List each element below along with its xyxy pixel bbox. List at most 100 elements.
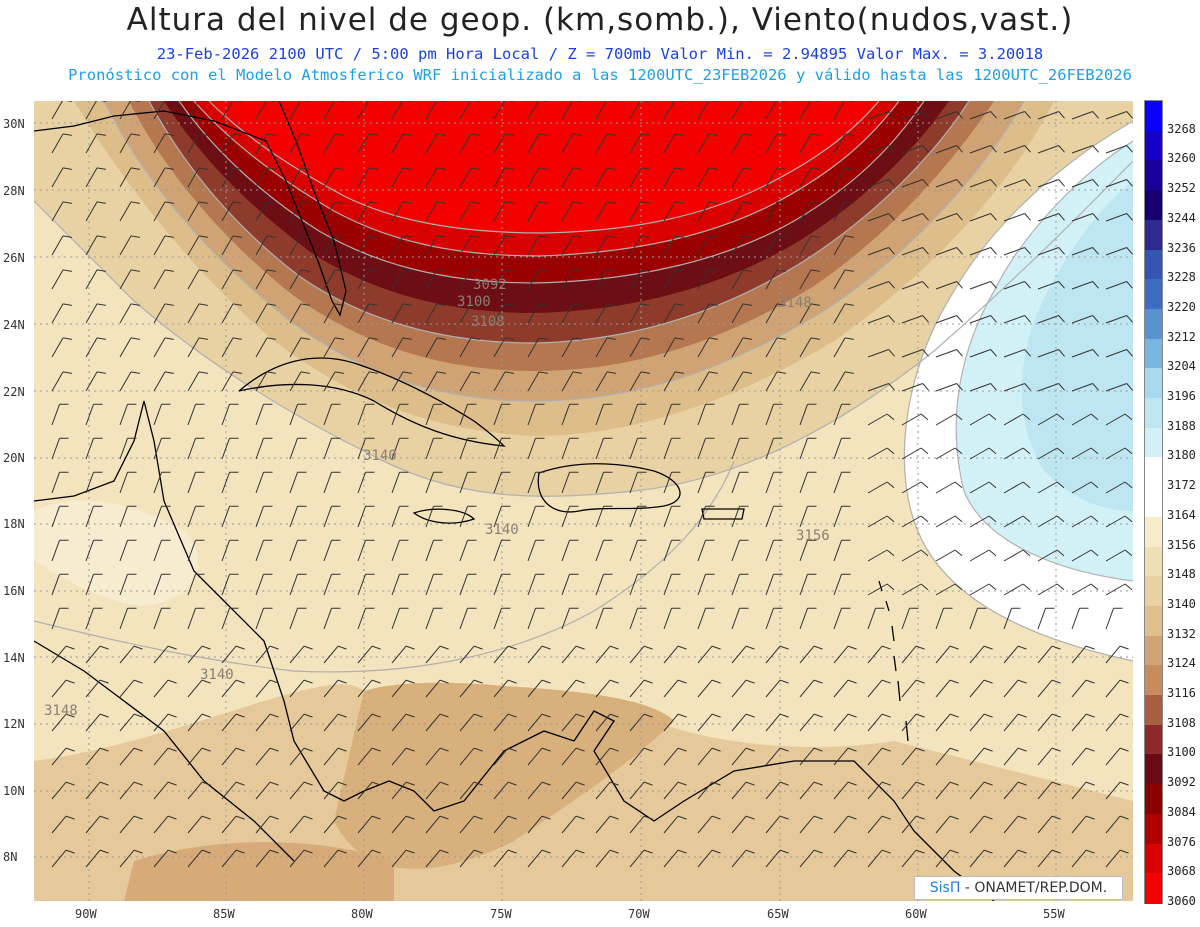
wind-barb-flag xyxy=(439,781,449,786)
wind-barb-shaft xyxy=(765,167,778,188)
wind-barb-flag xyxy=(235,781,245,786)
wind-barb-shaft xyxy=(119,645,135,664)
wind-barb-flag xyxy=(470,167,480,170)
wind-barb-flag xyxy=(813,747,823,752)
wind-barb-shaft xyxy=(1071,781,1087,800)
wind-barb-shaft xyxy=(1071,383,1093,392)
wind-barb-shaft xyxy=(969,713,985,732)
wind-barb-shaft xyxy=(629,781,645,800)
wind-barb-shaft xyxy=(935,281,957,290)
wind-barb-flag xyxy=(844,167,854,170)
wind-barb-flag xyxy=(232,371,242,374)
wind-barb-flag xyxy=(130,371,140,374)
wind-barb-flag xyxy=(674,235,684,238)
wind-barb-flag xyxy=(300,133,310,136)
wind-barb-shaft xyxy=(221,747,237,766)
wind-barb-flag xyxy=(1124,481,1133,489)
wind-barb-shaft xyxy=(85,101,97,120)
wind-barb-shaft xyxy=(153,167,166,188)
wind-barb-shaft xyxy=(391,506,400,528)
wind-barb-flag xyxy=(844,303,854,306)
wind-barb-shaft xyxy=(221,269,234,290)
wind-barb-shaft xyxy=(255,235,268,256)
wind-barb-shaft xyxy=(867,349,889,358)
wind-barb-shaft xyxy=(187,747,203,766)
wind-barb-flag xyxy=(334,371,344,374)
wind-barb-shaft xyxy=(1105,608,1114,630)
wind-barb-shaft xyxy=(1105,281,1127,290)
wind-barb-flag xyxy=(473,747,483,752)
wind-barb-flag xyxy=(1017,781,1027,786)
wind-barb-shaft xyxy=(119,133,132,154)
wind-barb-shaft xyxy=(357,337,370,358)
wind-barb-shaft xyxy=(323,337,336,358)
wind-barb-shaft xyxy=(697,540,706,562)
wind-barb-flag xyxy=(538,133,548,136)
wind-barb-flag xyxy=(164,269,174,272)
colorbar-label: 3252 xyxy=(1167,181,1196,196)
wind-barb-shaft xyxy=(187,574,196,596)
wind-barb-shaft xyxy=(527,371,540,392)
wind-barb-shaft xyxy=(765,713,781,732)
wind-barb-flag xyxy=(575,849,585,854)
wind-barb-shaft xyxy=(459,540,468,562)
wind-barb-flag xyxy=(541,815,551,820)
wind-barb-shaft xyxy=(527,133,540,154)
wind-barb-flag xyxy=(779,815,789,820)
wind-barb-shaft xyxy=(561,747,577,766)
wind-barb-flag xyxy=(1090,583,1099,591)
wind-barb-shaft xyxy=(153,201,166,222)
wind-barb-flag xyxy=(303,645,313,650)
wind-barb-flag xyxy=(776,201,786,204)
wind-barb-shaft xyxy=(1071,815,1087,834)
wind-barb-flag xyxy=(990,111,997,119)
wind-barb-shaft xyxy=(221,506,230,528)
wind-barb-shaft xyxy=(629,303,642,324)
wind-barb-shaft xyxy=(765,303,778,324)
wind-barb-flag xyxy=(609,679,619,684)
weather-map[interactable]: 3092 3100 3108 3148 3140 3140 3140 3148 … xyxy=(34,101,1133,901)
wind-barb-flag xyxy=(813,815,823,820)
contour-label: 3140 xyxy=(363,448,397,464)
wind-barb-shaft xyxy=(425,608,434,630)
wind-barb-shaft xyxy=(85,540,94,562)
wind-barb-shaft xyxy=(595,201,608,222)
wind-barb-shaft xyxy=(1071,111,1093,120)
wind-barb-flag xyxy=(1092,179,1099,187)
wind-barb-shaft xyxy=(255,167,268,188)
wind-barb-shaft xyxy=(969,549,990,562)
wind-barb-shaft xyxy=(527,201,540,222)
wind-barb-shaft xyxy=(153,337,166,358)
colorbar-segment xyxy=(1145,338,1162,369)
wind-barb-shaft xyxy=(867,747,883,766)
wind-barb-shaft xyxy=(867,515,888,528)
wind-barb-shaft xyxy=(357,201,370,222)
colorbar-segment xyxy=(1145,546,1162,577)
colorbar-segment xyxy=(1145,279,1162,310)
wind-barb-flag xyxy=(983,645,993,650)
wind-barb-shaft xyxy=(663,849,679,868)
wind-barb-shaft xyxy=(697,167,710,188)
wind-barb-flag xyxy=(742,303,752,306)
wind-barb-flag xyxy=(847,781,857,786)
colorbar-segment xyxy=(1145,101,1162,132)
wind-barb-flag xyxy=(62,201,72,204)
wind-barb-shaft xyxy=(323,781,339,800)
wind-barb-shaft xyxy=(85,337,98,358)
wind-barb-shaft xyxy=(731,337,744,358)
wind-barb-flag xyxy=(232,235,242,238)
wind-barb-flag xyxy=(334,269,344,272)
wind-barb-flag xyxy=(337,781,347,786)
wind-barb-shaft xyxy=(561,269,574,290)
wind-barb-flag xyxy=(674,201,684,204)
wind-barb-flag xyxy=(1126,315,1133,323)
wind-barb-shaft xyxy=(901,213,923,222)
wind-barb-shaft xyxy=(629,235,642,256)
wind-barb-flag xyxy=(269,781,279,786)
wind-barb-flag xyxy=(232,201,242,204)
wind-barb-shaft xyxy=(765,404,774,426)
wind-barb-shaft xyxy=(1003,447,1024,460)
wind-barb-flag xyxy=(507,713,517,718)
wind-barb-shaft xyxy=(731,713,747,732)
wind-barb-flag xyxy=(711,713,721,718)
